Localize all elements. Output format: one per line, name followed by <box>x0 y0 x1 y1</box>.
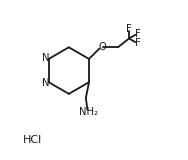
Text: N: N <box>42 78 50 88</box>
Text: HCl: HCl <box>23 135 42 145</box>
Text: NH₂: NH₂ <box>79 107 98 117</box>
Text: F: F <box>135 29 140 39</box>
Text: N: N <box>42 53 50 63</box>
Text: F: F <box>126 24 132 34</box>
Text: O: O <box>98 42 106 52</box>
Text: F: F <box>135 38 140 48</box>
